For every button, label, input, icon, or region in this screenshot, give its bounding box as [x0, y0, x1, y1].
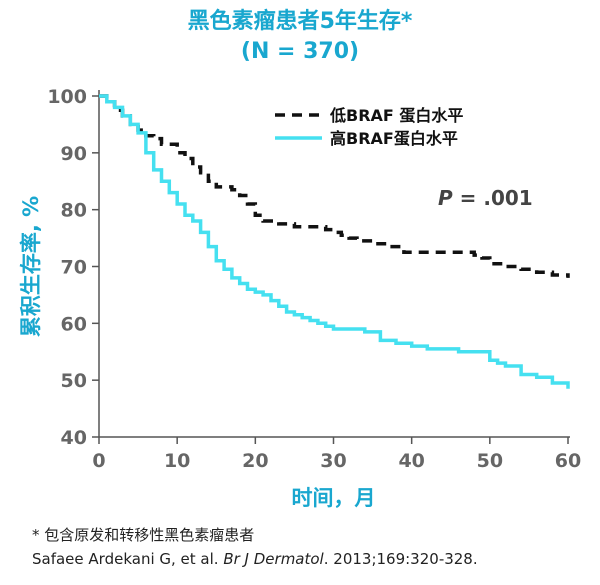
legend-label-low-braf: 低BRAF 蛋白水平 — [329, 106, 463, 125]
y-tick-label: 100 — [47, 86, 87, 108]
x-tick-label: 60 — [555, 450, 581, 472]
p-value-symbol: P — [438, 186, 453, 210]
x-tick-label: 30 — [320, 450, 346, 472]
y-axis-label: 累积生存率, % — [19, 196, 43, 337]
y-tick-label: 60 — [61, 313, 87, 335]
x-tick-label: 50 — [477, 450, 503, 472]
citation-journal: Br J Dermatol — [223, 550, 324, 568]
y-tick-label: 80 — [61, 200, 87, 222]
x-tick-label: 20 — [242, 450, 268, 472]
chart-title: 黑色素瘤患者5年生存* — [187, 9, 413, 34]
p-value-text: = .001 — [453, 186, 533, 210]
y-tick-label: 90 — [61, 143, 87, 165]
p-value-annotation: P = .001 — [438, 186, 533, 210]
y-tick-label: 70 — [61, 257, 87, 279]
series-line-low-braf — [99, 94, 570, 278]
x-tick-label: 10 — [164, 450, 190, 472]
citation-details: . 2013;169:320-328. — [323, 550, 478, 568]
y-tick-label: 50 — [61, 370, 87, 392]
series-line-high-braf — [99, 94, 570, 389]
x-axis-label: 时间，月 — [292, 486, 376, 510]
survival-chart: 40 50 60 70 80 90 100 0 10 20 30 40 50 60 时间，月 累积生存率, %… — [19, 86, 581, 510]
footnote-citation: Safaee Ardekani G, et al. Br J Dermatol.… — [32, 550, 478, 568]
x-tick-label: 0 — [92, 450, 105, 472]
legend-label-high-braf: 高BRAF蛋白水平 — [330, 129, 458, 148]
x-tick-label: 40 — [398, 450, 424, 472]
footnote-definition: * 包含原发和转移性黑色素瘤患者 — [32, 526, 255, 544]
chart-subtitle: (N = 370) — [240, 39, 360, 64]
y-tick-label: 40 — [61, 427, 87, 449]
citation-authors: Safaee Ardekani G, et al. — [32, 550, 224, 568]
